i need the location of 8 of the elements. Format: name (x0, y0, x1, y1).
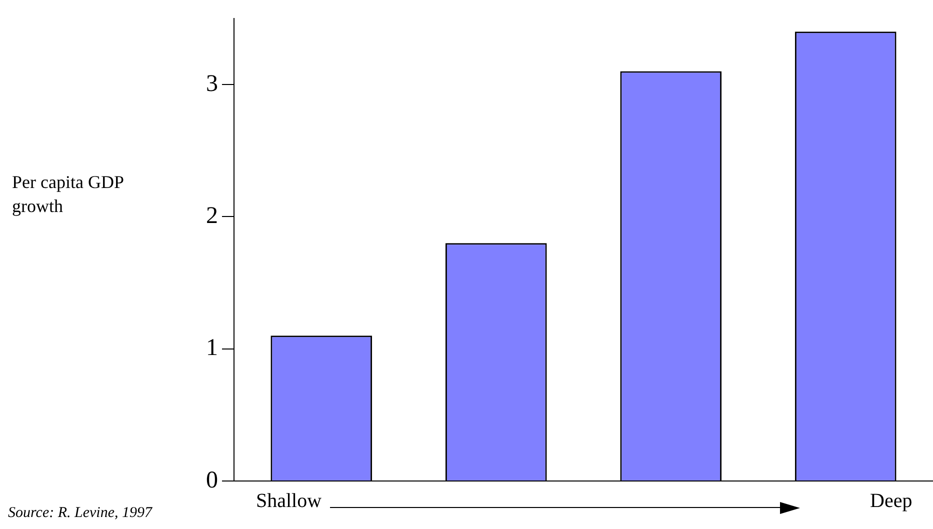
text: Shallow (256, 490, 322, 513)
y-tick-label: 0 (206, 467, 218, 494)
y-tick-label: 1 (206, 335, 218, 362)
y-tick-label: 3 (206, 70, 218, 97)
y-tick-label: 2 (206, 202, 218, 229)
y-axis-title: Per capita GDP growth (12, 171, 124, 218)
text: Deep (870, 490, 912, 513)
source-note: Source: R. Levine, 1997 (8, 505, 152, 522)
